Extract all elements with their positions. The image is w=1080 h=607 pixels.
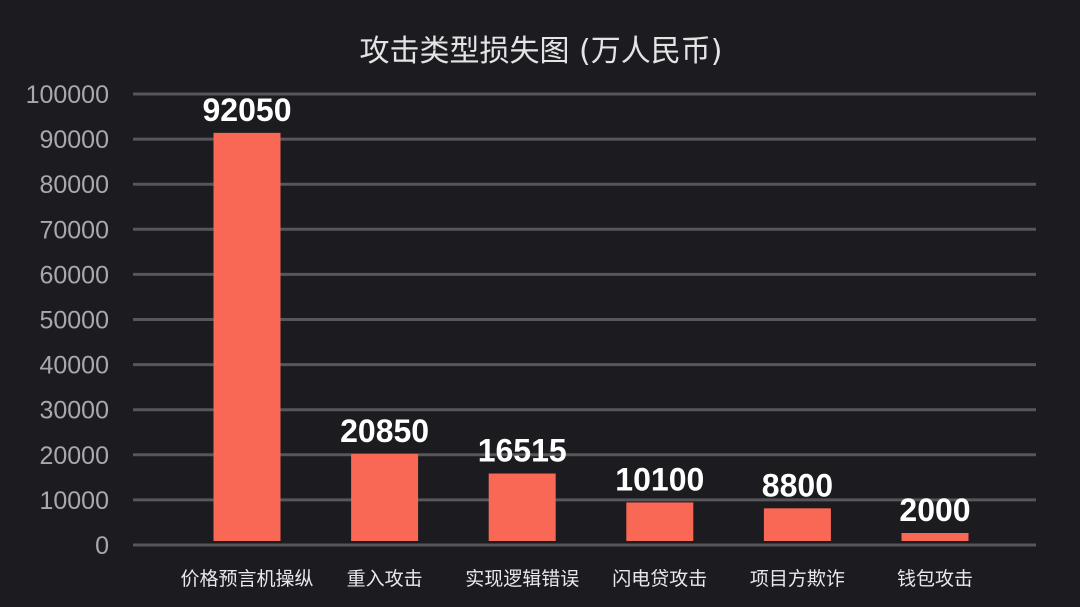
bar xyxy=(901,533,969,541)
data-label: 20850 xyxy=(340,413,429,449)
y-tick-label: 70000 xyxy=(39,216,109,244)
y-tick-label: 40000 xyxy=(39,352,109,380)
x-tick-label: 价格预言机操纵 xyxy=(180,568,313,590)
bars xyxy=(213,132,969,542)
bar xyxy=(213,132,281,542)
bar xyxy=(488,473,556,541)
y-tick-label: 100000 xyxy=(26,81,109,109)
gridlines xyxy=(133,92,1036,547)
bar xyxy=(351,453,419,541)
y-tick-label: 50000 xyxy=(39,307,109,335)
x-tick-label: 重入攻击 xyxy=(347,568,423,590)
y-tick-label: 90000 xyxy=(39,126,109,154)
data-label: 8800 xyxy=(762,467,833,503)
y-tick-label: 80000 xyxy=(39,171,109,199)
data-label: 10100 xyxy=(615,461,704,497)
y-tick-label: 20000 xyxy=(39,442,109,470)
x-tick-label: 实现逻辑错误 xyxy=(465,568,579,590)
data-label: 92050 xyxy=(203,92,292,128)
x-tick-label: 闪电贷攻击 xyxy=(612,568,707,590)
data-labels: 92050 20850 16515 10100 8800 2000 xyxy=(203,92,971,528)
chart-title: 攻击类型损失图 (万人民币) xyxy=(360,34,723,69)
y-axis-ticks: 0 10000 20000 30000 40000 50000 60000 70000 8000… xyxy=(26,81,109,560)
y-tick-label: 10000 xyxy=(39,487,109,515)
x-tick-label: 钱包攻击 xyxy=(897,568,973,590)
x-axis-ticks: 价格预言机操纵 重入攻击 实现逻辑错误 闪电贷攻击 项目方欺诈 钱包攻击 xyxy=(180,568,973,590)
y-tick-label: 30000 xyxy=(39,397,109,425)
bar xyxy=(626,502,694,541)
y-tick-label: 60000 xyxy=(39,261,109,289)
x-tick-label: 项目方欺诈 xyxy=(750,568,845,590)
data-label: 2000 xyxy=(899,492,970,528)
y-tick-label: 0 xyxy=(95,532,109,560)
data-label: 16515 xyxy=(478,433,567,469)
bar xyxy=(763,508,831,541)
